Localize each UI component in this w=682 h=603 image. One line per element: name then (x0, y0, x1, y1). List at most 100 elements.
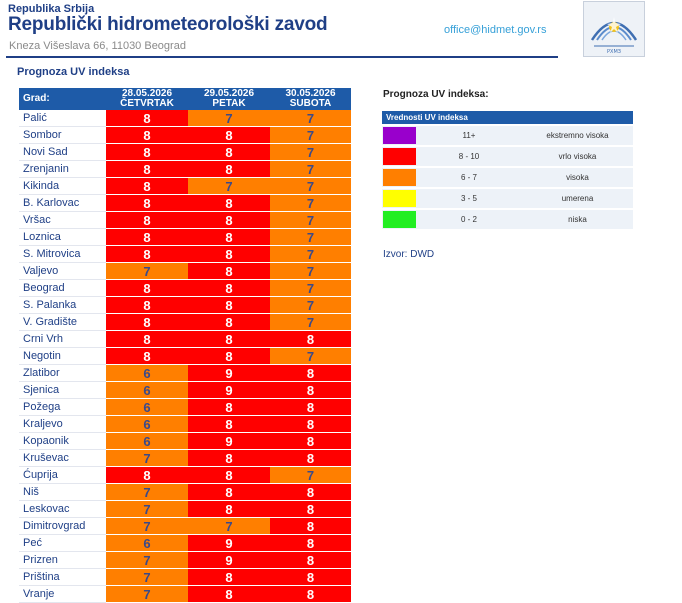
day-label: PETAK (212, 98, 246, 109)
city-name: Crni Vrh (19, 330, 106, 348)
city-name: Leskovac (19, 500, 106, 518)
table-body: Palić 8 7 7 Sombor 8 8 7 Novi Sad 8 8 7 Zrenjanin 8 8 7… (19, 110, 351, 603)
uv-value-cell: 8 (188, 126, 270, 144)
uv-value-cell: 8 (188, 262, 270, 280)
uv-value-cell: 8 (270, 364, 351, 382)
uv-value-cell: 8 (270, 381, 351, 399)
table-row: Kopaonik 6 9 8 (19, 432, 351, 450)
table-row: Leskovac 7 8 8 (19, 500, 351, 518)
table-row: Crni Vrh 8 8 8 (19, 330, 351, 348)
uv-value-cell: 7 (270, 126, 351, 144)
legend-row: 8 - 10 vrlo visoka (382, 147, 633, 166)
legend-color-swatch (383, 127, 416, 144)
uv-value-cell: 9 (188, 551, 270, 569)
uv-value-cell: 8 (188, 415, 270, 433)
legend-label: vrlo visoka (558, 152, 597, 161)
legend-header: Vrednosti UV indeksa (382, 111, 633, 124)
uv-value-cell: 7 (106, 517, 188, 535)
legend-row: 6 - 7 visoka (382, 168, 633, 187)
city-name: Vranje (19, 585, 106, 603)
city-name: Sombor (19, 126, 106, 144)
column-header-day-2: 29.05.2026 PETAK (188, 88, 270, 110)
city-name: Prizren (19, 551, 106, 569)
uv-value-cell: 6 (106, 364, 188, 382)
uv-value-cell: 7 (106, 500, 188, 518)
uv-value-cell: 8 (270, 500, 351, 518)
uv-value-cell: 8 (188, 483, 270, 501)
uv-value-cell: 8 (270, 568, 351, 586)
uv-value-cell: 8 (106, 177, 188, 195)
uv-value-cell: 8 (106, 228, 188, 246)
legend-range: 3 - 5 (460, 194, 477, 203)
uv-value-cell: 7 (270, 211, 351, 229)
uv-value-cell: 6 (106, 398, 188, 416)
email-link[interactable]: office@hidmet.gov.rs (444, 24, 547, 36)
uv-legend: Vrednosti UV indeksa 11+ ekstremno visoka… (382, 111, 633, 229)
uv-value-cell: 8 (106, 110, 188, 127)
uv-value-cell: 8 (188, 466, 270, 484)
uv-value-cell: 9 (188, 534, 270, 552)
legend-label: umerena (561, 194, 594, 203)
uv-value-cell: 8 (188, 585, 270, 603)
city-name: Sjenica (19, 381, 106, 399)
uv-value-cell: 8 (106, 245, 188, 263)
uv-value-cell: 7 (188, 110, 270, 127)
uv-value-cell: 8 (270, 432, 351, 450)
uv-value-cell: 7 (188, 517, 270, 535)
table-row: Kikinda 8 7 7 (19, 177, 351, 195)
table-row: Ćuprija 8 8 7 (19, 466, 351, 484)
city-name: Niš (19, 483, 106, 501)
table-row: Peć 6 9 8 (19, 534, 351, 552)
uv-value-cell: 8 (188, 568, 270, 586)
city-name: S. Mitrovica (19, 245, 106, 263)
uv-value-cell: 8 (106, 466, 188, 484)
legend-title: Prognoza UV indeksa: (383, 89, 489, 100)
uv-value-cell: 7 (106, 483, 188, 501)
uv-value-cell: 8 (270, 551, 351, 569)
uv-forecast-table: Grad: 28.05.2026 ČETVRTAK 29.05.2026 PET… (19, 88, 351, 603)
table-row: Požega 6 8 8 (19, 398, 351, 416)
table-row: B. Karlovac 8 8 7 (19, 194, 351, 212)
uv-value-cell: 9 (188, 364, 270, 382)
city-name: Valjevo (19, 262, 106, 280)
city-name: Palić (19, 110, 106, 127)
uv-value-cell: 8 (270, 483, 351, 501)
uv-value-cell: 8 (270, 517, 351, 535)
uv-value-cell: 7 (106, 585, 188, 603)
uv-value-cell: 7 (270, 279, 351, 297)
legend-range: 8 - 10 (458, 152, 480, 161)
uv-value-cell: 8 (188, 228, 270, 246)
city-name: Peć (19, 534, 106, 552)
uv-value-cell: 8 (188, 313, 270, 331)
table-row: Kruševac 7 8 8 (19, 449, 351, 467)
date-label: 29.05.2026 (203, 88, 255, 99)
uv-value-cell: 6 (106, 534, 188, 552)
legend-color-swatch (383, 211, 416, 228)
city-name: Dimitrovgrad (19, 517, 106, 535)
table-row: Dimitrovgrad 7 7 8 (19, 517, 351, 535)
uv-value-cell: 8 (188, 330, 270, 348)
city-name: Požega (19, 398, 106, 416)
rhmz-logo[interactable]: РХМЗ (583, 1, 645, 57)
legend-label: ekstremno visoka (546, 131, 609, 140)
city-name: S. Palanka (19, 296, 106, 314)
city-name: Kruševac (19, 449, 106, 467)
uv-value-cell: 7 (270, 245, 351, 263)
uv-value-cell: 6 (106, 381, 188, 399)
uv-value-cell: 7 (270, 143, 351, 161)
uv-value-cell: 7 (270, 228, 351, 246)
uv-value-cell: 7 (188, 177, 270, 195)
uv-value-cell: 8 (188, 347, 270, 365)
uv-value-cell: 7 (106, 568, 188, 586)
table-row: V. Gradište 8 8 7 (19, 313, 351, 331)
uv-value-cell: 8 (270, 415, 351, 433)
uv-value-cell: 8 (188, 398, 270, 416)
table-row: S. Palanka 8 8 7 (19, 296, 351, 314)
uv-value-cell: 8 (188, 296, 270, 314)
city-column-header: Grad: (19, 88, 106, 110)
uv-value-cell: 7 (106, 551, 188, 569)
uv-value-cell: 7 (106, 262, 188, 280)
institute-title[interactable]: Republički hidrometeorološki zavod (8, 14, 328, 35)
legend-row: 3 - 5 umerena (382, 189, 633, 208)
city-name: Zlatibor (19, 364, 106, 382)
